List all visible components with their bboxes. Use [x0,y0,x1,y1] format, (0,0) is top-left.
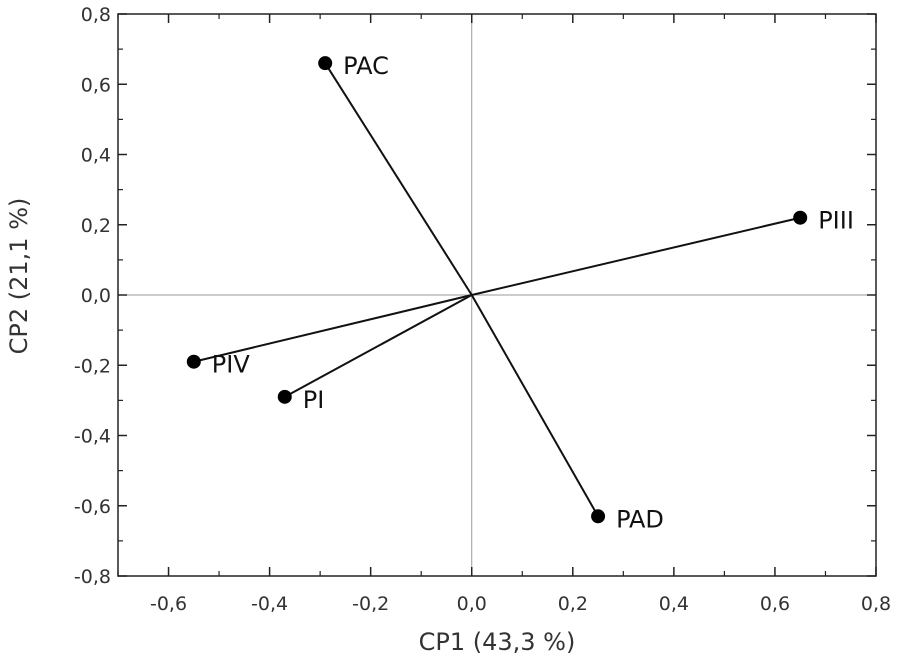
y-tick-label: 0,6 [81,74,111,96]
y-tick-label: 0,0 [81,285,111,307]
vector-pad [470,294,599,517]
point-pad [591,509,606,524]
x-tick-label: 0,6 [760,593,790,615]
vector-pac [324,62,473,296]
x-tick-label: -0,2 [352,593,389,615]
y-tick-label: -0,6 [74,496,111,518]
vectors [193,62,801,517]
point-label-pad: PAD [616,505,664,533]
point-pi [277,389,292,404]
y-tick-label: 0,4 [81,145,111,167]
y-axis-title: CP2 (21,1 %) [5,198,33,355]
x-axis-title: CP1 (43,3 %) [419,628,576,656]
x-tick-label: 0,2 [558,593,588,615]
x-tick-label: -0,6 [150,593,187,615]
y-tick-label: 0,2 [81,215,111,237]
point-pac [318,56,333,71]
x-tick-label: 0,4 [659,593,689,615]
vector-pi [284,294,473,398]
point-piv [186,354,201,369]
point-label-piii: PIII [818,207,854,235]
y-tick-label: -0,2 [74,355,111,377]
y-axis: -0,8 -0,6 -0,4 -0,2 0,0 0,2 0,4 0,6 0,8 [74,4,876,588]
y-tick-label: -0,4 [74,426,111,448]
x-tick-label: -0,4 [251,593,288,615]
zero-reference-lines [118,14,876,576]
y-tick-label: 0,8 [81,4,111,26]
x-tick-label: 0,0 [457,593,487,615]
point-label-piv: PIV [212,351,251,379]
vector-piii [471,216,801,296]
x-axis: -0,6 -0,4 -0,2 0,0 0,2 0,4 0,6 0,8 [117,14,891,615]
y-tick-label: -0,8 [74,566,111,588]
point-piii [793,210,808,225]
x-tick-label: 0,8 [861,593,891,615]
point-label-pi: PI [303,386,325,414]
point-label-pac: PAC [343,52,389,80]
vector-piv [193,294,472,363]
points: PAC PIII PIV PI PAD [186,52,854,533]
